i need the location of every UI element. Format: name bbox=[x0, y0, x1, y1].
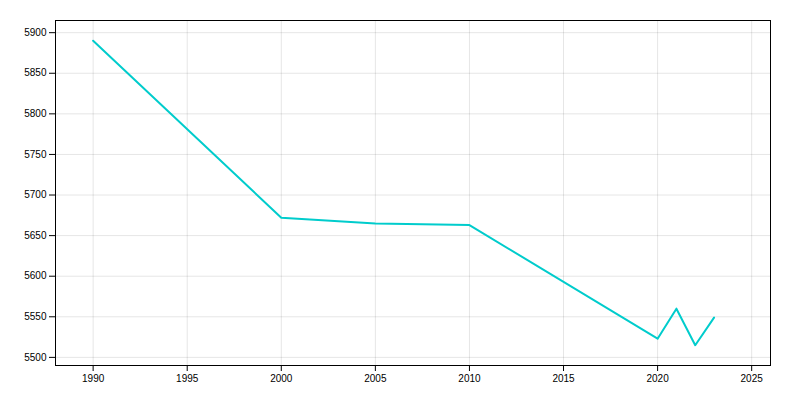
svg-text:1995: 1995 bbox=[176, 373, 199, 384]
svg-text:5500: 5500 bbox=[24, 352, 47, 363]
svg-text:5700: 5700 bbox=[24, 189, 47, 200]
svg-text:5900: 5900 bbox=[24, 27, 47, 38]
svg-text:2000: 2000 bbox=[270, 373, 293, 384]
svg-text:2005: 2005 bbox=[364, 373, 387, 384]
svg-text:5750: 5750 bbox=[24, 149, 47, 160]
svg-text:2010: 2010 bbox=[458, 373, 481, 384]
svg-text:5850: 5850 bbox=[24, 67, 47, 78]
svg-text:2025: 2025 bbox=[741, 373, 764, 384]
svg-text:5650: 5650 bbox=[24, 230, 47, 241]
svg-text:5600: 5600 bbox=[24, 270, 47, 281]
svg-text:5800: 5800 bbox=[24, 108, 47, 119]
svg-text:5550: 5550 bbox=[24, 311, 47, 322]
svg-text:2020: 2020 bbox=[646, 373, 669, 384]
svg-text:1990: 1990 bbox=[82, 373, 105, 384]
svg-text:2015: 2015 bbox=[552, 373, 575, 384]
